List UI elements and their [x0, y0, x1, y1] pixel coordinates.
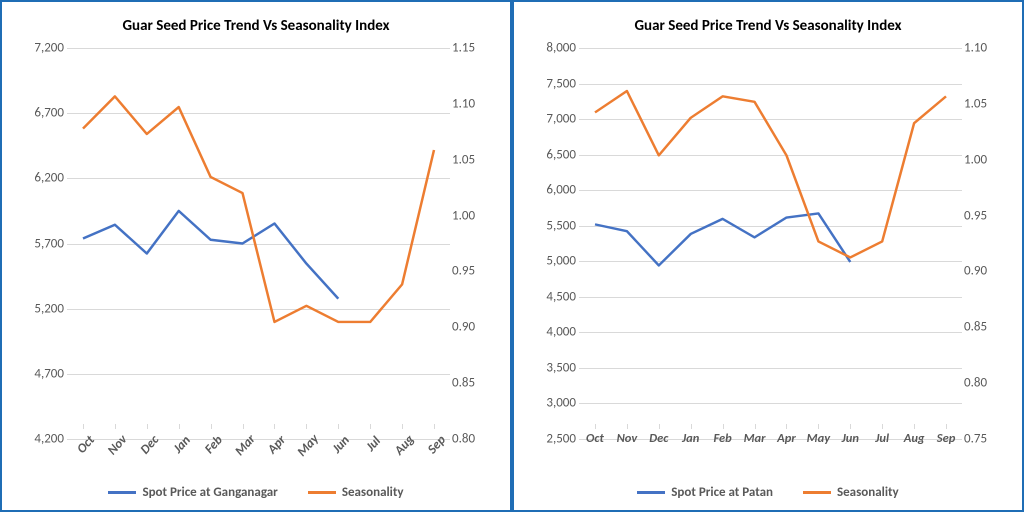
y-left-tick-label: 4,200 — [22, 432, 64, 447]
y-left-tick-label: 5,700 — [22, 236, 64, 251]
legend-swatch — [308, 491, 336, 494]
y-right-tick-label: 0.80 — [452, 432, 490, 447]
y-right-tick-label: 0.75 — [964, 432, 1002, 447]
y-left-tick-label: 6,000 — [534, 183, 576, 198]
legend-label: Seasonality — [342, 485, 404, 500]
series-lines — [579, 48, 962, 424]
y-right-tick-label: 0.95 — [964, 208, 1002, 223]
legend-label: Spot Price at Ganganagar — [142, 485, 277, 500]
x-tick-label: Apr — [777, 431, 796, 446]
series-line — [83, 96, 434, 322]
x-axis-labels: Oct Nov Dec Jan Feb Mar Apr May Jun Jul Aug Sep — [579, 427, 962, 459]
legend-swatch — [637, 491, 665, 494]
y-right-tick-label: 0.85 — [452, 376, 490, 391]
x-tick-label: Feb — [202, 433, 226, 457]
y-right-tick-label: 1.00 — [452, 208, 490, 223]
x-tick-label: May — [807, 431, 830, 446]
x-tick-label: Sep — [937, 431, 956, 446]
x-tick-label: Dec — [649, 431, 668, 446]
x-tick-label: Nov — [617, 431, 638, 446]
x-tick-label: Oct — [74, 433, 98, 457]
y-left-tick-label: 7,500 — [534, 76, 576, 91]
legend-label: Spot Price at Patan — [671, 485, 773, 500]
y-left-tick-label: 3,500 — [534, 360, 576, 375]
right-chart-panel: Guar Seed Price Trend Vs Seasonality Ind… — [512, 0, 1024, 512]
chart-area: Oct Nov Dec Jan Feb Mar Apr May Jun Jul Aug Sep 2,5… — [529, 43, 1007, 479]
plot-region — [67, 48, 450, 424]
y-left-tick-label: 2,500 — [534, 432, 576, 447]
legend: Spot Price at Patan Seasonality — [529, 479, 1007, 500]
y-left-tick-label: 6,200 — [22, 171, 64, 186]
x-tick-label: Aug — [392, 432, 418, 458]
x-tick-label: Sep — [425, 433, 449, 457]
y-left-tick-label: 7,200 — [22, 41, 64, 56]
y-right-tick-label: 0.85 — [964, 320, 1002, 335]
y-left-tick-label: 7,000 — [534, 112, 576, 127]
y-left-tick-label: 3,000 — [534, 396, 576, 411]
y-left-tick-label: 6,500 — [534, 147, 576, 162]
legend: Spot Price at Ganganagar Seasonality — [17, 479, 495, 500]
series-line — [595, 91, 946, 257]
x-tick-label: Jan — [682, 431, 699, 446]
chart-area: Oct NovDec Jan FebMar AprMay Jun Jul Aug Sep 4,2… — [17, 43, 495, 479]
y-right-tick-label: 0.90 — [964, 264, 1002, 279]
x-tick-label: Feb — [713, 431, 731, 446]
y-left-tick-label: 6,700 — [22, 106, 64, 121]
legend-swatch — [108, 491, 136, 494]
x-tick-label: Mar — [232, 432, 258, 459]
plot-region — [579, 48, 962, 424]
chart-title: Guar Seed Price Trend Vs Seasonality Ind… — [529, 17, 1007, 35]
y-right-tick-label: 1.10 — [964, 41, 1002, 56]
series-line — [83, 211, 338, 299]
x-tick-label: Jan — [170, 433, 193, 456]
x-tick-label: May — [295, 432, 322, 460]
y-right-tick-label: 1.05 — [452, 152, 490, 167]
y-right-tick-label: 1.05 — [964, 96, 1002, 111]
x-tick-label: Nov — [105, 432, 131, 458]
x-tick-label: Dec — [137, 433, 161, 458]
left-chart-panel: Guar Seed Price Trend Vs Seasonality Ind… — [0, 0, 512, 512]
y-right-tick-label: 0.80 — [964, 376, 1002, 391]
x-tick-label: Oct — [586, 431, 604, 446]
y-left-tick-label: 5,000 — [534, 254, 576, 269]
y-left-tick-label: 5,500 — [534, 218, 576, 233]
y-right-tick-label: 0.95 — [452, 264, 490, 279]
y-left-tick-label: 5,200 — [22, 301, 64, 316]
y-right-tick-label: 0.90 — [452, 320, 490, 335]
x-tick-label: Jul — [875, 431, 889, 446]
legend-item: Seasonality — [803, 485, 899, 500]
y-left-tick-label: 4,500 — [534, 289, 576, 304]
y-left-tick-label: 4,700 — [22, 366, 64, 381]
legend-swatch — [803, 491, 831, 494]
y-left-tick-label: 8,000 — [534, 41, 576, 56]
y-right-tick-label: 1.00 — [964, 152, 1002, 167]
legend-item: Spot Price at Patan — [637, 485, 773, 500]
y-left-tick-label: 4,000 — [534, 325, 576, 340]
legend-item: Seasonality — [308, 485, 404, 500]
x-tick-label: Mar — [744, 431, 766, 446]
y-right-tick-label: 1.10 — [452, 96, 490, 111]
series-lines — [67, 48, 450, 424]
x-tick-label: Jun — [842, 431, 859, 446]
y-right-tick-label: 1.15 — [452, 41, 490, 56]
x-tick-label: Apr — [265, 433, 289, 457]
legend-item: Spot Price at Ganganagar — [108, 485, 277, 500]
x-axis-labels: Oct NovDec Jan FebMar AprMay Jun Jul Aug Sep — [67, 427, 450, 459]
chart-title: Guar Seed Price Trend Vs Seasonality Ind… — [17, 17, 495, 35]
x-tick-label: Aug — [904, 431, 925, 446]
x-tick-label: Jul — [363, 434, 384, 455]
legend-label: Seasonality — [837, 485, 899, 500]
x-tick-label: Jun — [330, 433, 353, 456]
